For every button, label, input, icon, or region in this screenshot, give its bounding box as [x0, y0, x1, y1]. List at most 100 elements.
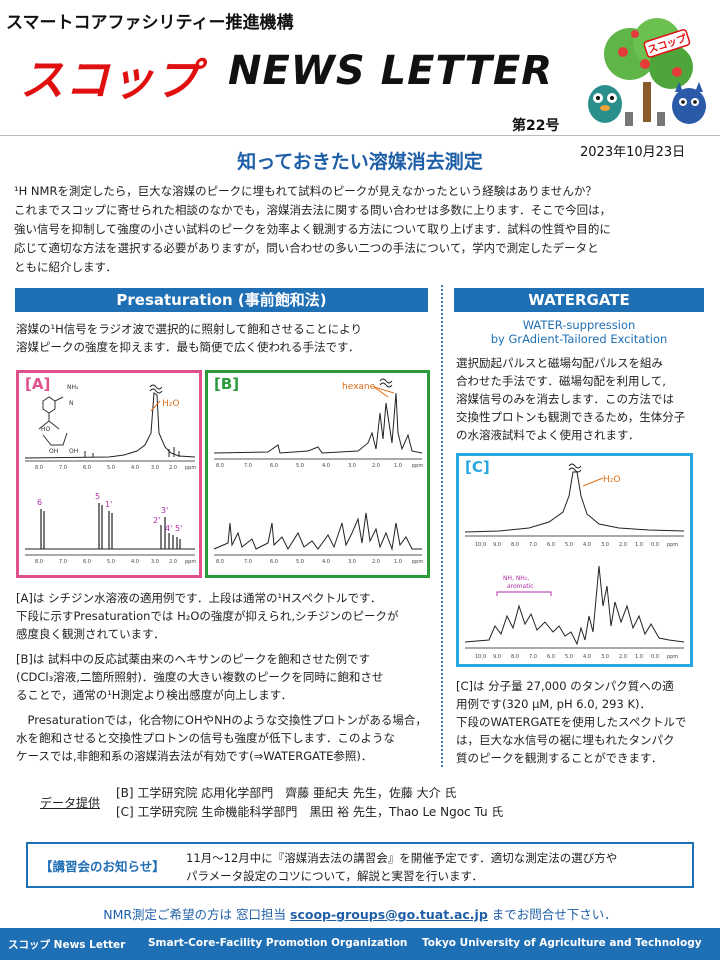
intro-paragraph: ¹H NMRを測定したら，巨大な溶媒のピークに埋もれて試料のピークが見えなかった… [14, 182, 704, 277]
spectrum-a-plot: NH₂ N HO OH OH H₂O 8.0 7.0 6.0 5.0 4.0 3.0 2.… [24, 384, 196, 565]
svg-text:4.0: 4.0 [322, 559, 330, 565]
desc-line: 選択励起パルスと磁場勾配パルスを組み [456, 356, 663, 370]
contact-suffix: までお問合せ下さい． [487, 907, 617, 922]
issue-number: 第22号 [512, 118, 560, 134]
ppm-axis-b-top: 8.0 7.0 6.0 5.0 4.0 3.0 2.0 1.0 ppm [216, 463, 423, 469]
svg-text:6.0: 6.0 [547, 542, 555, 548]
svg-text:7.0: 7.0 [529, 654, 537, 660]
svg-text:1.0: 1.0 [394, 559, 402, 565]
svg-text:6.0: 6.0 [547, 654, 555, 660]
svg-text:4.0: 4.0 [322, 463, 330, 469]
svg-text:2.0: 2.0 [169, 465, 177, 471]
hexane-annotation: hexane [342, 382, 376, 392]
svg-text:6.0: 6.0 [83, 465, 91, 471]
contact-email-link[interactable]: scoop-groups@go.tuat.ac.jp [290, 907, 488, 922]
intro-line: 強い信号を抑制して強度の小さい試料のピークを効率よく観測する方法について取り上げ… [14, 222, 611, 236]
ppm-axis-c-bottom: 10.0 9.0 8.0 7.0 6.0 5.0 4.0 3.0 2.0 1.0 0.0 ppm [475, 654, 678, 660]
desc-line: の水溶液試料でよく使用されます． [456, 428, 640, 442]
spectrum-c-label: [C] [465, 458, 490, 476]
credit-line-b: [B] 工学研究院 応用化学部門 齊藤 亜紀夫 先生，佐藤 大介 氏 [116, 786, 457, 800]
para-a-line: 下段に示すPresaturationでは H₂Oの強度が抑えられ,シチジンのピー… [16, 609, 399, 623]
ppm-axis-a-top: 8.0 7.0 6.0 5.0 4.0 3.0 2.0 ppm [35, 465, 196, 471]
svg-text:10.0: 10.0 [475, 542, 486, 548]
svg-text:2.0: 2.0 [619, 542, 627, 548]
svg-text:3.0: 3.0 [601, 654, 609, 660]
svg-text:2.0: 2.0 [372, 559, 380, 565]
spectrum-b-panel: [B] hexane 8.0 7.0 6.0 5.0 4.0 3.0 2.0 1.0 ppm … [205, 370, 430, 578]
svg-text:2.0: 2.0 [372, 463, 380, 469]
column-divider [441, 285, 443, 767]
issue-date: 2023年10月23日 [580, 145, 686, 160]
data-credit-list: [B] 工学研究院 応用化学部門 齊藤 亜紀夫 先生，佐藤 大介 氏 [C] 工… [116, 784, 503, 822]
peak-3p: 3' [161, 506, 168, 515]
svg-text:6.0: 6.0 [270, 463, 278, 469]
newsletter-logo-en: NEWS LETTER [228, 48, 554, 94]
svg-text:0.0: 0.0 [651, 542, 659, 548]
presaturation-caveat: Presaturationでは，化合物にOHやNHのような交換性プロトンがある場… [16, 711, 436, 765]
svg-text:1.0: 1.0 [635, 654, 643, 660]
svg-text:9.0: 9.0 [493, 542, 501, 548]
svg-text:5.0: 5.0 [107, 465, 115, 471]
mascot-illustration: スコップ [588, 18, 706, 126]
svg-text:1.0: 1.0 [394, 463, 402, 469]
subtitle-line-1: WATER-suppression [522, 318, 636, 332]
desc-line: 溶媒の¹H信号をラジオ波で選択的に照射して飽和させることにより [16, 322, 362, 336]
spectrum-a-panel: [A] NH₂ N HO OH OH H₂O 8.0 7.0 6.0 5.0 4.0 3… [16, 370, 202, 578]
desc-line: 溶媒信号のみを消去します．この方法では [456, 392, 675, 406]
subtitle-line-2: by GrAdient-Tailored Excitation [490, 332, 668, 346]
intro-line: これまでスコップに寄せられた相談のなかでも，溶媒消去法に関する問い合わせは多数に… [14, 203, 612, 217]
svg-text:ppm: ppm [185, 559, 196, 565]
seminar-notice-label: 【講習会のお知らせ】 [40, 859, 165, 874]
svg-text:8.0: 8.0 [511, 542, 519, 548]
ppm-axis-c-top: 10.0 9.0 8.0 7.0 6.0 5.0 4.0 3.0 2.0 1.0 0.0 ppm [475, 542, 678, 548]
svg-text:3.0: 3.0 [151, 559, 159, 565]
svg-text:NH₂: NH₂ [67, 384, 79, 391]
h2o-annotation: H₂O [162, 399, 179, 409]
watergate-description: 選択励起パルスと磁場勾配パルスを組み 合わせた手法です．磁場勾配を利用して, 溶… [456, 354, 712, 444]
svg-text:N: N [69, 400, 74, 407]
para-c-right-line: は，巨大な水信号の裾に埋もれたタンパク [456, 733, 675, 747]
svg-text:5.0: 5.0 [565, 654, 573, 660]
peak-1p: 1' [105, 500, 112, 509]
svg-text:8.0: 8.0 [216, 463, 224, 469]
svg-text:3.0: 3.0 [348, 463, 356, 469]
ppm-axis-a-bottom: 8.0 7.0 6.0 5.0 4.0 3.0 2.0 ppm [35, 559, 196, 565]
footer-organization: Smart-Core-Facility Promotion Organizati… [148, 937, 408, 949]
watergate-subtitle: WATER-suppression by GrAdient-Tailored E… [454, 318, 704, 346]
spectrum-c-panel: [C] H₂O 10.0 9.0 8.0 7.0 6.0 5.0 4.0 3.0 2.0 1.0… [456, 453, 693, 667]
para-c-right-line: 下段のWATERGATEを使用したスペクトルで [456, 715, 687, 729]
svg-text:OH: OH [49, 448, 58, 455]
footer-university: Tokyo University of Agriculture and Tech… [422, 937, 702, 949]
footer-newsletter: スコップ News Letter [8, 939, 126, 951]
svg-text:HO: HO [41, 426, 51, 433]
svg-text:7.0: 7.0 [244, 463, 252, 469]
spectrum-a-explanation: [A]は シチジン水溶液の適用例です．上段は通常の¹Hスペクトルです． 下段に示… [16, 589, 436, 643]
para-b-line: [B]は 試料中の反応試薬由来のヘキサンのピークを飽和させた例です [16, 652, 371, 666]
svg-text:4.0: 4.0 [131, 559, 139, 565]
contact-line: NMR測定ご希望の方は 窓口担当 scoop-groups@go.tuat.ac… [0, 904, 720, 923]
svg-text:7.0: 7.0 [59, 465, 67, 471]
intro-line: ともに紹介します． [14, 260, 118, 274]
footer-bar: スコップ News Letter Smart-Core-Facility Pro… [0, 928, 720, 960]
svg-text:1.0: 1.0 [635, 542, 643, 548]
peak-6: 6 [37, 498, 42, 507]
intro-line: ¹H NMRを測定したら，巨大な溶媒のピークに埋もれて試料のピークが見えなかった… [14, 184, 597, 198]
svg-text:5.0: 5.0 [296, 559, 304, 565]
spectrum-b-label: [B] [214, 375, 240, 393]
svg-text:5.0: 5.0 [565, 542, 573, 548]
svg-text:3.0: 3.0 [151, 465, 159, 471]
spectrum-b-plot: hexane 8.0 7.0 6.0 5.0 4.0 3.0 2.0 1.0 ppm 8.0 7… [213, 378, 423, 565]
svg-text:8.0: 8.0 [216, 559, 224, 565]
svg-text:6.0: 6.0 [270, 559, 278, 565]
svg-text:5.0: 5.0 [107, 559, 115, 565]
nh-label: NH, NH₂, [503, 575, 529, 582]
svg-text:6.0: 6.0 [83, 559, 91, 565]
data-credit-label: データ提供 [40, 796, 101, 810]
svg-text:2.0: 2.0 [169, 559, 177, 565]
svg-text:ppm: ppm [412, 463, 423, 469]
svg-text:10.0: 10.0 [475, 654, 486, 660]
spectrum-c-explanation: [C]は 分子量 27,000 のタンパク質への適 用例です(320 µM, p… [456, 677, 714, 767]
peak-5p: 5' [175, 524, 182, 533]
para-a-line: 感度良く観測されています． [16, 627, 165, 641]
peak-4p: 4' [165, 524, 172, 533]
